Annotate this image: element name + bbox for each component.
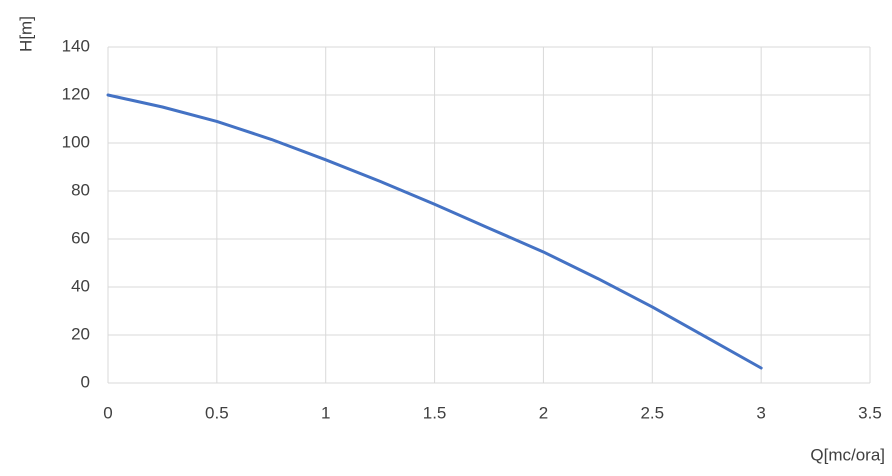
y-tick-label: 60	[71, 228, 90, 247]
data-line	[106, 93, 763, 370]
y-tick-label: 80	[71, 180, 90, 199]
y-axis-label: H[m]	[16, 16, 35, 52]
y-tick-label: 120	[62, 84, 90, 103]
y-tick-label: 100	[62, 132, 90, 151]
x-axis-label: Q[mc/ora]	[810, 445, 885, 464]
x-tick-label: 2	[539, 403, 548, 422]
x-tick-label: 2.5	[640, 403, 664, 422]
x-tick-label: 0	[103, 403, 112, 422]
x-tick-label: 3.5	[858, 403, 882, 422]
y-tick-label: 20	[71, 324, 90, 343]
y-tick-label: 0	[81, 372, 90, 391]
y-tick-label: 40	[71, 276, 90, 295]
x-tick-label: 1	[321, 403, 330, 422]
x-tick-label: 1.5	[423, 403, 447, 422]
x-tick-label: 3	[756, 403, 765, 422]
x-tick-label: 0.5	[205, 403, 229, 422]
y-tick-label: 140	[62, 36, 90, 55]
